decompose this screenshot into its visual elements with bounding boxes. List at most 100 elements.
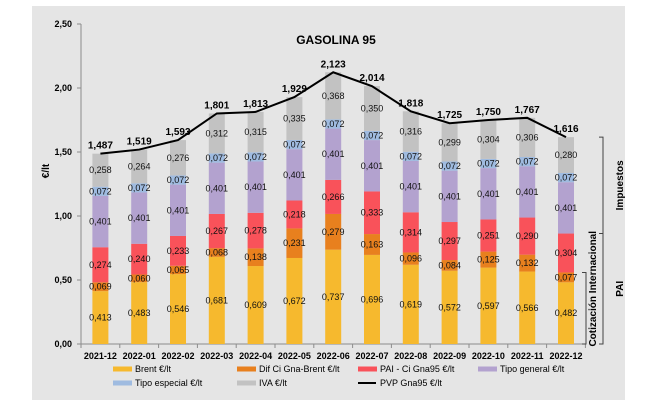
data-label: 0,304 — [477, 134, 500, 144]
x-tick-label: 2022-03 — [200, 351, 233, 361]
data-label: 0,240 — [128, 254, 151, 264]
bar-segment — [325, 213, 342, 250]
data-label: 0,072 — [516, 157, 539, 167]
bar-segment — [208, 162, 225, 214]
bar-segment — [247, 212, 264, 249]
legend-swatch — [358, 366, 377, 372]
legend: Brent €/lt Dif Ci Gna-Brent €/lt PAI - Ci … — [113, 364, 565, 388]
data-label: 0,482 — [555, 308, 578, 318]
legend-label: Dif Ci Gna-Brent €/lt — [259, 364, 340, 374]
data-label: 0,096 — [400, 254, 423, 264]
bar-stack: 0,483 0,060 0,240 0,401 0,072 0,264 — [128, 149, 151, 344]
bar-segment — [286, 149, 303, 201]
pvp-line-series: 1,487 1,519 1,593 1,801 1,813 1,929 2,123 2,014… — [88, 59, 579, 155]
bracket-label-impuestos: Impuestos — [615, 160, 625, 210]
x-tick-label: 2022-04 — [239, 351, 272, 361]
bar-segment — [325, 72, 342, 120]
line-data-label: 1,487 — [88, 141, 113, 152]
bar-segment — [441, 222, 458, 261]
line-data-label: 2,014 — [359, 73, 384, 84]
bar-segment — [170, 175, 186, 185]
bar-segment — [364, 191, 380, 235]
bar-segment — [92, 153, 109, 187]
data-label: 0,068 — [206, 247, 229, 257]
data-label: 0,072 — [206, 153, 229, 163]
legend-item: PAI - Ci Gna95 €/lt — [358, 364, 455, 374]
bar-segment — [208, 248, 225, 257]
data-label: 0,065 — [167, 265, 190, 275]
bar-segment — [441, 270, 458, 344]
bar-stack: 0,546 0,065 0,233 0,401 0,072 0,276 — [167, 140, 190, 344]
bar-segment — [170, 140, 186, 176]
data-label: 0,401 — [206, 183, 229, 193]
line-data-label: 1,813 — [243, 99, 268, 110]
data-label: 0,609 — [244, 300, 267, 310]
legend-label: IVA €/lt — [259, 378, 287, 388]
line-data-label: 1,750 — [476, 107, 501, 118]
legend-swatch — [113, 380, 132, 386]
data-label: 0,072 — [322, 119, 345, 129]
data-label: 0,316 — [400, 127, 423, 137]
bar-segment — [364, 130, 380, 141]
data-label: 0,267 — [206, 226, 229, 236]
x-tick-label: 2022-09 — [433, 351, 466, 361]
bars: 0,413 0,069 0,274 0,401 0,072 0,258 0,483 0,060… — [89, 72, 577, 344]
bar-segment — [92, 247, 109, 283]
bar-segment — [131, 274, 148, 283]
bar-segment — [247, 266, 264, 344]
x-tick-label: 2022-06 — [317, 351, 350, 361]
y-tick-label: 2,00 — [54, 83, 72, 93]
data-label: 0,413 — [89, 313, 112, 323]
bar-segment — [131, 183, 148, 193]
bar-segment — [402, 252, 419, 265]
line-data-label: 1,593 — [165, 127, 190, 138]
line-data-label: 2,123 — [321, 59, 346, 70]
bar-segment — [286, 139, 303, 150]
data-label: 0,163 — [361, 239, 384, 249]
data-label: 0,401 — [400, 182, 423, 192]
bar-segment — [402, 264, 419, 344]
data-label: 0,233 — [167, 246, 190, 256]
data-label: 0,315 — [244, 127, 267, 137]
data-label: 0,696 — [361, 294, 384, 304]
bar-segment — [170, 235, 186, 266]
bar-segment — [208, 113, 225, 154]
bar-segment — [364, 86, 380, 131]
data-label: 0,072 — [438, 161, 461, 171]
data-label: 0,072 — [283, 140, 306, 150]
stacked-bar-chart: GASOLINA 95 €/lt 0,00 0,50 1,00 1,50 2,00 2,5… — [41, 19, 625, 388]
data-label: 0,072 — [361, 130, 384, 140]
data-label: 0,072 — [167, 175, 190, 185]
data-label: 0,072 — [555, 173, 578, 183]
legend-item: Tipo general €/lt — [478, 364, 565, 374]
data-label: 0,401 — [244, 182, 267, 192]
y-tick-label: 1,50 — [54, 147, 72, 157]
x-tick-label: 2022-08 — [394, 351, 427, 361]
bar-segment — [325, 119, 342, 129]
y-tick-label: 1,00 — [54, 211, 72, 221]
data-label: 0,597 — [477, 301, 500, 311]
bar-segment — [441, 123, 458, 162]
bar-segment — [519, 166, 536, 218]
bar-segment — [441, 170, 458, 223]
data-label: 0,681 — [206, 295, 229, 305]
bar-segment — [208, 213, 225, 249]
line-data-label: 1,616 — [553, 124, 578, 135]
bar-segment — [92, 291, 109, 344]
bar-segment — [441, 260, 458, 271]
data-label: 0,572 — [438, 302, 461, 312]
bar-segment — [364, 234, 380, 255]
y-axis-label: €/lt — [41, 163, 52, 178]
data-label: 0,566 — [516, 303, 539, 313]
data-label: 0,084 — [438, 260, 461, 270]
bar-stack: 0,672 0,231 0,218 0,401 0,072 0,335 — [283, 97, 306, 344]
data-label: 0,290 — [516, 231, 539, 241]
legend-label: PAI - Ci Gna95 €/lt — [380, 364, 455, 374]
bar-segment — [480, 120, 497, 159]
x-axis: 2021-12 2022-01 2022-02 2022-03 2022-04 2022-… — [80, 343, 586, 361]
line-data-label: 1,767 — [515, 105, 540, 116]
data-label: 0,258 — [89, 165, 112, 175]
bar-stack: 0,597 0,125 0,251 0,401 0,072 0,304 — [477, 120, 500, 344]
bar-stack: 0,566 0,132 0,290 0,401 0,072 0,306 — [516, 117, 539, 344]
data-label: 0,401 — [555, 203, 578, 213]
